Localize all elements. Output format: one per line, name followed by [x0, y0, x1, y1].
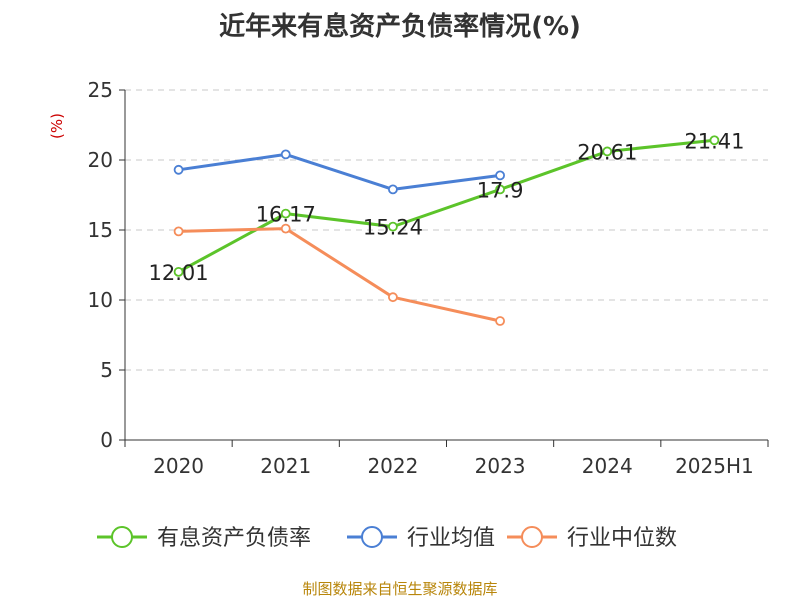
data-point — [173, 164, 184, 175]
legend-label: 行业均值 — [407, 526, 495, 551]
x-tick-label: 2024 — [582, 454, 633, 478]
data-point — [173, 266, 184, 277]
data-labels: 12.01 16.17 15.24 17.9 20.61 21.41 — [149, 129, 745, 285]
data-point — [388, 221, 398, 232]
x-tick-label: 2022 — [367, 454, 418, 478]
series-line — [177, 138, 715, 274]
x-tick-label: 2023 — [475, 454, 526, 478]
y-tick-label: 15 — [88, 218, 113, 242]
y-tick-label: 5 — [100, 358, 113, 382]
data-point — [388, 184, 398, 195]
data-label: 20.61 — [577, 140, 637, 164]
data-label: 12.01 — [149, 261, 209, 285]
data-point — [173, 226, 184, 237]
y-tick-label: 25 — [88, 78, 113, 102]
series-line — [178, 227, 501, 323]
data-label: 16.17 — [256, 203, 316, 227]
legend-marker — [361, 526, 383, 548]
legend-marker — [111, 526, 133, 548]
chart-title: 近年来有息资产负债率情况(%) — [219, 12, 581, 42]
data-point — [602, 146, 613, 157]
series-group — [173, 135, 720, 326]
legend-marker — [521, 526, 543, 548]
y-tick-label: 20 — [88, 148, 113, 172]
data-point — [495, 316, 505, 326]
data-point — [280, 223, 291, 234]
grid-lines — [125, 89, 768, 371]
x-tick-label: 2025H1 — [675, 454, 754, 478]
data-point — [280, 208, 291, 219]
data-point — [495, 170, 505, 181]
data-label: 21.41 — [684, 129, 744, 153]
data-label: 15.24 — [363, 216, 423, 240]
axes: 0 5 10 15 20 25 2020 2021 2022 2023 2024 2025H1 — [88, 78, 769, 478]
data-point — [388, 292, 398, 303]
legend-label: 有息资产负债率 — [157, 526, 311, 551]
data-label: 17.9 — [477, 178, 524, 202]
y-tick-label: 0 — [100, 428, 113, 452]
y-tick-label: 10 — [88, 288, 113, 312]
y-axis-label: (%) — [48, 113, 66, 139]
x-tick-label: 2021 — [260, 454, 311, 478]
legend: 有息资产负债率 行业均值 行业中位数 — [97, 526, 677, 551]
data-point — [709, 135, 720, 146]
legend-label: 行业中位数 — [567, 526, 677, 551]
x-tick-label: 2020 — [153, 454, 204, 478]
data-point — [495, 184, 505, 195]
source-note: 制图数据来自恒生聚源数据库 — [302, 580, 498, 598]
data-point — [280, 149, 291, 160]
series-line — [178, 152, 501, 191]
